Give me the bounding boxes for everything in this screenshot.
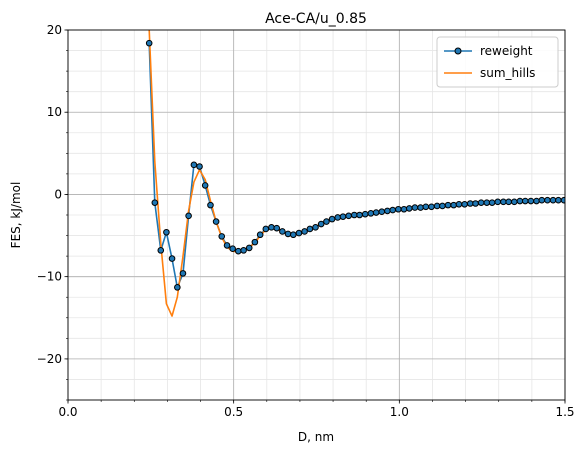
data-point-reweight xyxy=(389,206,397,214)
data-point-reweight xyxy=(295,229,303,237)
data-point-reweight xyxy=(405,205,413,212)
data-point-reweight xyxy=(251,238,259,246)
data-point-reweight xyxy=(317,220,325,228)
data-point-reweight xyxy=(229,245,236,253)
data-point-reweight xyxy=(544,196,551,204)
data-point-reweight xyxy=(433,202,441,210)
y-axis-label: FES, kJ/mol xyxy=(9,182,23,249)
data-point-reweight xyxy=(301,228,308,235)
x-tick-label: 0.5 xyxy=(224,405,243,419)
data-point-reweight xyxy=(428,203,435,211)
data-point-reweight xyxy=(516,197,524,205)
data-point-reweight xyxy=(284,230,292,238)
data-point-reweight xyxy=(256,231,264,239)
data-point-reweight xyxy=(245,244,253,252)
data-point-reweight xyxy=(328,215,336,223)
data-point-reweight xyxy=(185,212,192,220)
data-point-reweight xyxy=(378,208,386,216)
data-point-reweight xyxy=(400,205,408,213)
data-point-reweight xyxy=(268,224,275,231)
y-tick-label: 0 xyxy=(54,187,62,201)
data-point-reweight xyxy=(334,214,342,221)
data-point-reweight xyxy=(290,231,297,239)
x-tick-label: 1.5 xyxy=(555,405,574,419)
data-point-reweight xyxy=(533,197,540,205)
data-point-reweight xyxy=(466,200,474,207)
data-point-reweight xyxy=(505,198,512,206)
x-tick-label: 0.0 xyxy=(58,405,77,419)
data-point-reweight xyxy=(455,201,463,208)
data-point-reweight xyxy=(494,198,502,206)
data-point-reweight xyxy=(345,212,352,220)
data-point-reweight xyxy=(306,225,314,233)
data-point-reweight xyxy=(472,200,479,207)
data-point-reweight xyxy=(151,199,159,206)
data-point-reweight xyxy=(240,247,247,254)
data-point-reweight xyxy=(372,209,380,216)
data-point-reweight xyxy=(422,203,430,211)
data-point-reweight xyxy=(417,204,424,211)
data-point-reweight xyxy=(201,182,209,189)
data-point-reweight xyxy=(174,284,181,291)
data-point-reweight xyxy=(384,207,391,215)
data-point-reweight xyxy=(157,247,165,254)
data-point-reweight xyxy=(339,213,347,220)
data-point-reweight xyxy=(450,201,457,209)
data-point-reweight xyxy=(439,202,446,210)
y-tick-label: −10 xyxy=(37,270,62,284)
x-tick-label: 1.0 xyxy=(390,405,409,419)
data-point-reweight xyxy=(223,242,231,249)
x-axis-ticks: 0.0 0.5 1.0 1.5 xyxy=(58,400,575,419)
data-point-reweight xyxy=(279,228,286,235)
data-point-reweight xyxy=(560,196,565,204)
x-axis-label: D, nm xyxy=(298,430,334,444)
data-point-reweight xyxy=(555,196,562,204)
chart-title: Ace-CA/u_0.85 xyxy=(265,11,367,27)
y-tick-label: −20 xyxy=(37,352,62,366)
data-point-reweight xyxy=(461,201,468,208)
data-point-reweight xyxy=(361,210,369,218)
data-point-reweight xyxy=(488,199,496,206)
data-point-reweight xyxy=(367,210,375,217)
data-point-reweight xyxy=(521,197,529,205)
data-point-reweight xyxy=(500,198,507,206)
data-point-reweight xyxy=(350,211,358,219)
data-point-reweight xyxy=(411,204,419,211)
legend-label-sum-hills: sum_hills xyxy=(480,66,535,80)
legend: reweight sum_hills xyxy=(436,36,559,88)
data-point-reweight xyxy=(163,228,170,236)
data-point-reweight xyxy=(168,255,176,262)
legend-marker-reweight xyxy=(454,47,462,55)
y-axis-ticks: −20 −10 0 10 20 xyxy=(37,23,68,401)
data-point-reweight xyxy=(262,225,270,233)
y-tick-label: 20 xyxy=(47,23,62,37)
data-point-reweight xyxy=(235,247,242,255)
data-point-reweight xyxy=(145,39,153,47)
legend-label-reweight: reweight xyxy=(480,44,533,58)
data-point-reweight xyxy=(477,199,485,206)
data-point-reweight xyxy=(212,218,220,225)
data-point-reweight xyxy=(218,233,226,240)
data-point-reweight xyxy=(312,224,319,231)
data-point-reweight xyxy=(190,161,198,169)
data-point-reweight xyxy=(273,224,281,232)
data-point-reweight xyxy=(483,199,491,206)
data-point-reweight xyxy=(395,205,402,213)
y-tick-label: 10 xyxy=(47,105,62,119)
data-point-reweight xyxy=(511,198,518,206)
legend-box xyxy=(436,36,559,88)
series-layer xyxy=(145,30,565,317)
data-point-reweight xyxy=(444,201,452,209)
data-point-reweight xyxy=(356,211,363,219)
data-point-reweight xyxy=(527,197,535,205)
data-point-reweight xyxy=(196,163,203,170)
data-point-reweight xyxy=(538,196,546,204)
data-point-reweight xyxy=(323,218,330,225)
data-point-reweight xyxy=(207,201,214,209)
data-point-reweight xyxy=(549,196,557,204)
data-point-reweight xyxy=(179,270,187,277)
